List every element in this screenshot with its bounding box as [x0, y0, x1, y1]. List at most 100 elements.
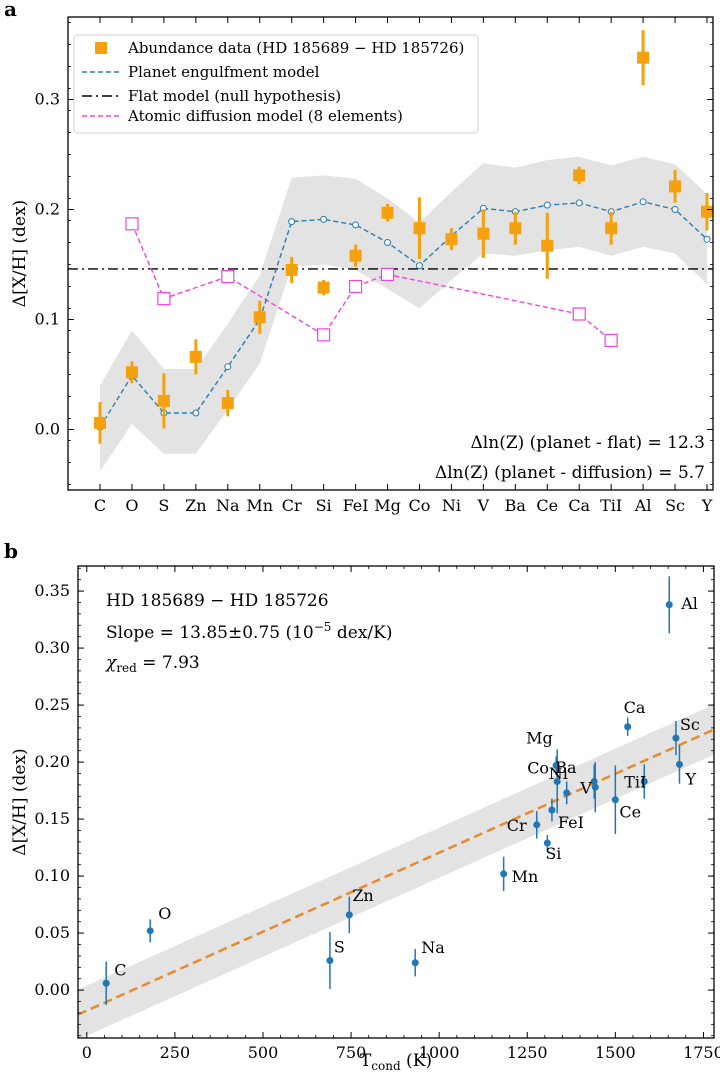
x-tick-label: 500 — [248, 1043, 279, 1062]
x-axis-label-subscript: cond — [371, 1059, 401, 1073]
y-tick-label: 0.25 — [34, 695, 70, 714]
point-label-Na: Na — [421, 938, 445, 957]
x-tick-label-Ca: Ca — [568, 496, 590, 515]
legend-diffusion-label: Atomic diffusion model (8 elements) — [127, 107, 403, 125]
annotation-slope-exponent: −5 — [314, 620, 332, 634]
abundance-point-TiI — [605, 222, 618, 235]
panel-a-letter: a — [4, 0, 17, 21]
x-tick-label-Na: Na — [216, 496, 240, 515]
annotation-chi: χred = 7.93 — [105, 653, 200, 675]
planet-point-Co — [415, 262, 423, 270]
annotation-planet-diffusion: Δln(Z) (planet - diffusion) = 5.7 — [435, 463, 705, 483]
data-point-Ca — [624, 723, 632, 731]
planet-point-Ce — [543, 201, 551, 209]
abundance-point-Ni — [445, 233, 458, 246]
annotation-slope-unit: dex/K) — [331, 623, 392, 643]
x-tick-label-Ce: Ce — [536, 496, 558, 515]
fit-line — [77, 728, 715, 1016]
point-label-Al: Al — [680, 594, 698, 613]
legend: Abundance data (HD 185689 − HD 185726) Pl… — [73, 34, 479, 134]
annotation-chi-symbol: χ — [105, 653, 118, 673]
panel-a-frame — [67, 16, 714, 491]
y-tick-label: 0.15 — [34, 809, 70, 828]
x-tick-label-V: V — [477, 496, 490, 515]
data-point-FeI — [548, 806, 556, 814]
abundance-point-Mn — [253, 311, 266, 324]
x-tick-label: 250 — [160, 1043, 191, 1062]
data-point-Si — [543, 839, 551, 847]
data-point-S — [326, 956, 334, 964]
x-tick-label-Ni: Ni — [442, 496, 461, 515]
y-axis-label: Δ[X/H] (dex) — [10, 748, 30, 855]
x-tick-label-Y: Y — [701, 496, 713, 515]
diffusion-point-Si — [317, 328, 331, 342]
diffusion-model-line — [131, 223, 612, 341]
x-tick-label-FeI: FeI — [343, 496, 369, 515]
planet-point-FeI — [352, 221, 360, 229]
planet-point-Mg — [384, 239, 392, 246]
fit-band — [78, 704, 714, 1040]
diffusion-point-Mg — [380, 267, 395, 281]
point-label-Zn: Zn — [352, 886, 373, 905]
point-label-FeI: FeI — [558, 813, 584, 832]
abundance-point-Co — [413, 222, 426, 235]
y-tick-label: 0.20 — [34, 752, 70, 771]
y-tick-label: 0.0 — [35, 420, 60, 439]
x-tick-label-Cr: Cr — [282, 496, 302, 515]
data-point-Al — [665, 601, 673, 609]
point-label-Y: Y — [684, 769, 696, 788]
x-tick-label-Mn: Mn — [246, 496, 273, 515]
abundance-point-Ce — [541, 239, 554, 252]
abundance-point-O — [125, 366, 138, 379]
x-tick-label-Co: Co — [409, 496, 431, 515]
data-point-Ce — [611, 796, 619, 804]
x-tick-label-Mg: Mg — [374, 496, 401, 515]
panel-b-chart: C O S Zn Na Mn Cr Si FeI Mg Co Ni VBa Ce Ca TiI Al Sc Y 0.0… — [10, 565, 720, 1073]
x-tick-label: 1000 — [419, 1043, 460, 1062]
diffusion-point-TiI — [604, 333, 618, 347]
data-point-Ba — [591, 783, 599, 791]
diffusion-point-S — [157, 292, 171, 306]
point-label-TiI: TiI — [624, 772, 646, 791]
y-tick-label: 0.1 — [35, 310, 60, 329]
data-point-O — [146, 927, 154, 935]
planet-point-Si — [320, 215, 328, 223]
legend-flat-label: Flat model (null hypothesis) — [128, 87, 341, 105]
legend-planet-label: Planet engulfment model — [128, 63, 320, 81]
abundance-point-Si — [317, 281, 330, 294]
abundance-point-Zn — [189, 350, 202, 363]
point-label-Ba: Ba — [555, 758, 577, 777]
x-tick-label: 1750 — [683, 1043, 720, 1062]
data-point-Na — [411, 959, 419, 967]
annotation-planet-flat: Δln(Z) (planet - flat) = 12.3 — [471, 433, 705, 453]
panel-a-chart: 0.0 0.1 0.2 0.3 C O S Zn Na Mn Cr Si FeI Mg Co Ni V Ba Ce C… — [10, 16, 714, 515]
x-axis-label-unit: (K) — [401, 1051, 432, 1071]
x-tick-label: 750 — [336, 1043, 367, 1062]
x-tick-label: 1500 — [595, 1043, 636, 1062]
annotation-chi-subscript: red — [116, 661, 137, 675]
point-label-V: V — [579, 778, 592, 797]
point-label-Ni: Ni — [549, 764, 568, 783]
planet-point-Na — [224, 363, 232, 371]
diffusion-point-Na — [221, 270, 235, 284]
point-label-Si: Si — [545, 844, 561, 863]
abundance-point-Sc — [669, 180, 682, 193]
x-axis-label-symbol: T — [360, 1051, 372, 1071]
legend-abundance-marker — [95, 42, 107, 54]
panel-b-frame — [77, 565, 715, 1039]
x-tick-label-C: C — [94, 496, 106, 515]
y-tick-label: 0.2 — [35, 200, 60, 219]
planet-point-Al — [639, 198, 647, 206]
x-tick-label: 1250 — [507, 1043, 548, 1062]
legend-box — [73, 34, 479, 134]
data-point-Co — [553, 777, 561, 785]
x-axis-label: Tcond (K) — [360, 1051, 432, 1073]
abundance-point-Na — [221, 397, 234, 410]
data-point-TiI — [640, 777, 648, 785]
x-tick-label-O: O — [125, 496, 138, 515]
annotation-chi-value: = 7.93 — [137, 653, 200, 673]
abundance-point-V — [477, 227, 490, 240]
abundance-point-Al — [637, 51, 650, 64]
data-point-Mn — [500, 870, 508, 878]
planet-model-band — [100, 156, 707, 472]
